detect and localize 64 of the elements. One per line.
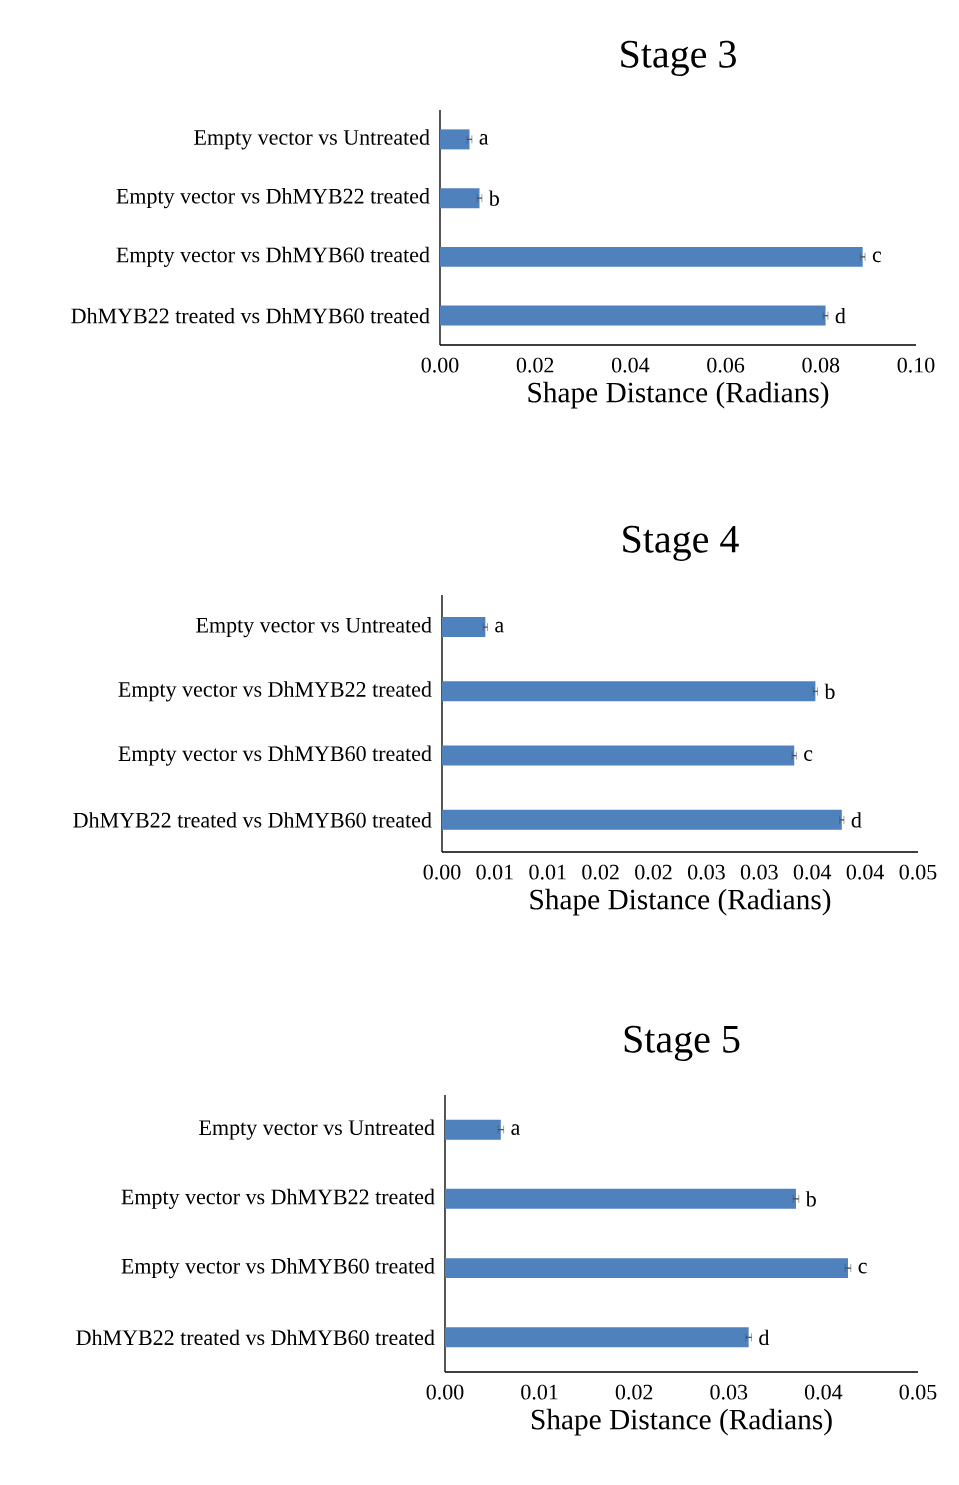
- x-tick-label: 0.01: [476, 864, 513, 880]
- data-label: a: [511, 1124, 521, 1135]
- x-tick-label: 0.04: [793, 864, 832, 880]
- y-tick-label: DhMYB22 treated vs DhMYB60 treated: [71, 307, 430, 324]
- x-axis-title: Shape Distance (Radians): [530, 888, 831, 916]
- x-tick-label: 0.10: [897, 357, 935, 373]
- x-tick-label: 0.08: [802, 357, 840, 373]
- data-label: c: [872, 251, 882, 263]
- chart-title: Stage 4: [623, 525, 739, 561]
- y-tick-label: DhMYB22 treated vs DhMYB60 treated: [73, 812, 432, 828]
- bar: [440, 129, 470, 150]
- bar: [441, 617, 486, 638]
- y-tick-label: Empty vector vs DhMYB60 treated: [121, 1258, 435, 1279]
- data-label: c: [858, 1262, 867, 1274]
- data-label: d: [759, 1329, 770, 1346]
- y-tick-label: DhMYB22 treated vs DhMYB60 treated: [76, 1329, 435, 1346]
- x-tick-label: 0.02: [635, 864, 672, 880]
- x-tick-label: 0.04: [846, 864, 885, 880]
- x-tick-label: 0.05: [899, 864, 937, 880]
- x-tick-label: 0.03: [710, 1384, 748, 1400]
- bar: [440, 305, 826, 326]
- bar: [445, 1327, 749, 1348]
- x-tick-label: 0.00: [423, 864, 461, 880]
- x-axis-title: Shape Distance (Radians): [531, 1408, 832, 1436]
- y-tick-label: Empty vector vs DhMYB60 treated: [116, 246, 430, 267]
- x-tick-label: 0.00: [426, 1384, 464, 1400]
- bar: [440, 246, 863, 267]
- x-tick-label: 0.03: [740, 864, 778, 880]
- x-tick-label: 0.06: [707, 357, 745, 373]
- y-tick-label: Empty vector vs DhMYB22 treated: [121, 1188, 435, 1209]
- bar: [445, 1258, 848, 1279]
- x-tick-label: 0.01: [521, 1384, 558, 1400]
- x-tick-label: 0.04: [804, 1384, 843, 1400]
- data-label: d: [851, 812, 862, 828]
- x-tick-label: 0.02: [615, 1384, 653, 1400]
- x-tick-label: 0.01: [529, 864, 566, 880]
- data-label: b: [824, 683, 835, 700]
- bar: [441, 809, 842, 830]
- x-tick-label: 0.00: [421, 357, 459, 373]
- x-tick-label: 0.03: [688, 864, 725, 880]
- chart-title: Stage 3: [621, 40, 736, 76]
- x-tick-label: 0.05: [899, 1384, 937, 1400]
- x-tick-label: 0.02: [516, 357, 554, 373]
- bar: [441, 745, 795, 766]
- data-label: b: [805, 1191, 816, 1207]
- data-label: a: [495, 621, 504, 633]
- y-tick-label: Empty vector vs DhMYB22 treated: [118, 681, 432, 702]
- y-tick-label: Empty vector vs DhMYB22 treated: [116, 188, 430, 209]
- y-tick-label: Empty vector vs Untreated: [199, 1119, 435, 1140]
- y-tick-label: Empty vector vs Untreated: [196, 617, 432, 638]
- x-axis-title: Shape Distance (Radians): [528, 381, 829, 409]
- x-tick-label: 0.04: [611, 357, 650, 373]
- x-tick-label: 0.02: [582, 864, 619, 880]
- bar: [445, 1119, 501, 1140]
- bar: [445, 1188, 796, 1209]
- bar: [441, 681, 816, 702]
- y-tick-label: Empty vector vs DhMYB60 treated: [118, 745, 432, 766]
- data-label: d: [835, 307, 846, 324]
- data-label: a: [479, 134, 489, 145]
- y-tick-label: Empty vector vs Untreated: [194, 129, 430, 150]
- data-label: c: [804, 750, 813, 761]
- data-label: b: [488, 190, 499, 206]
- bar: [440, 188, 480, 209]
- chart-title: Stage 5: [624, 1025, 740, 1061]
